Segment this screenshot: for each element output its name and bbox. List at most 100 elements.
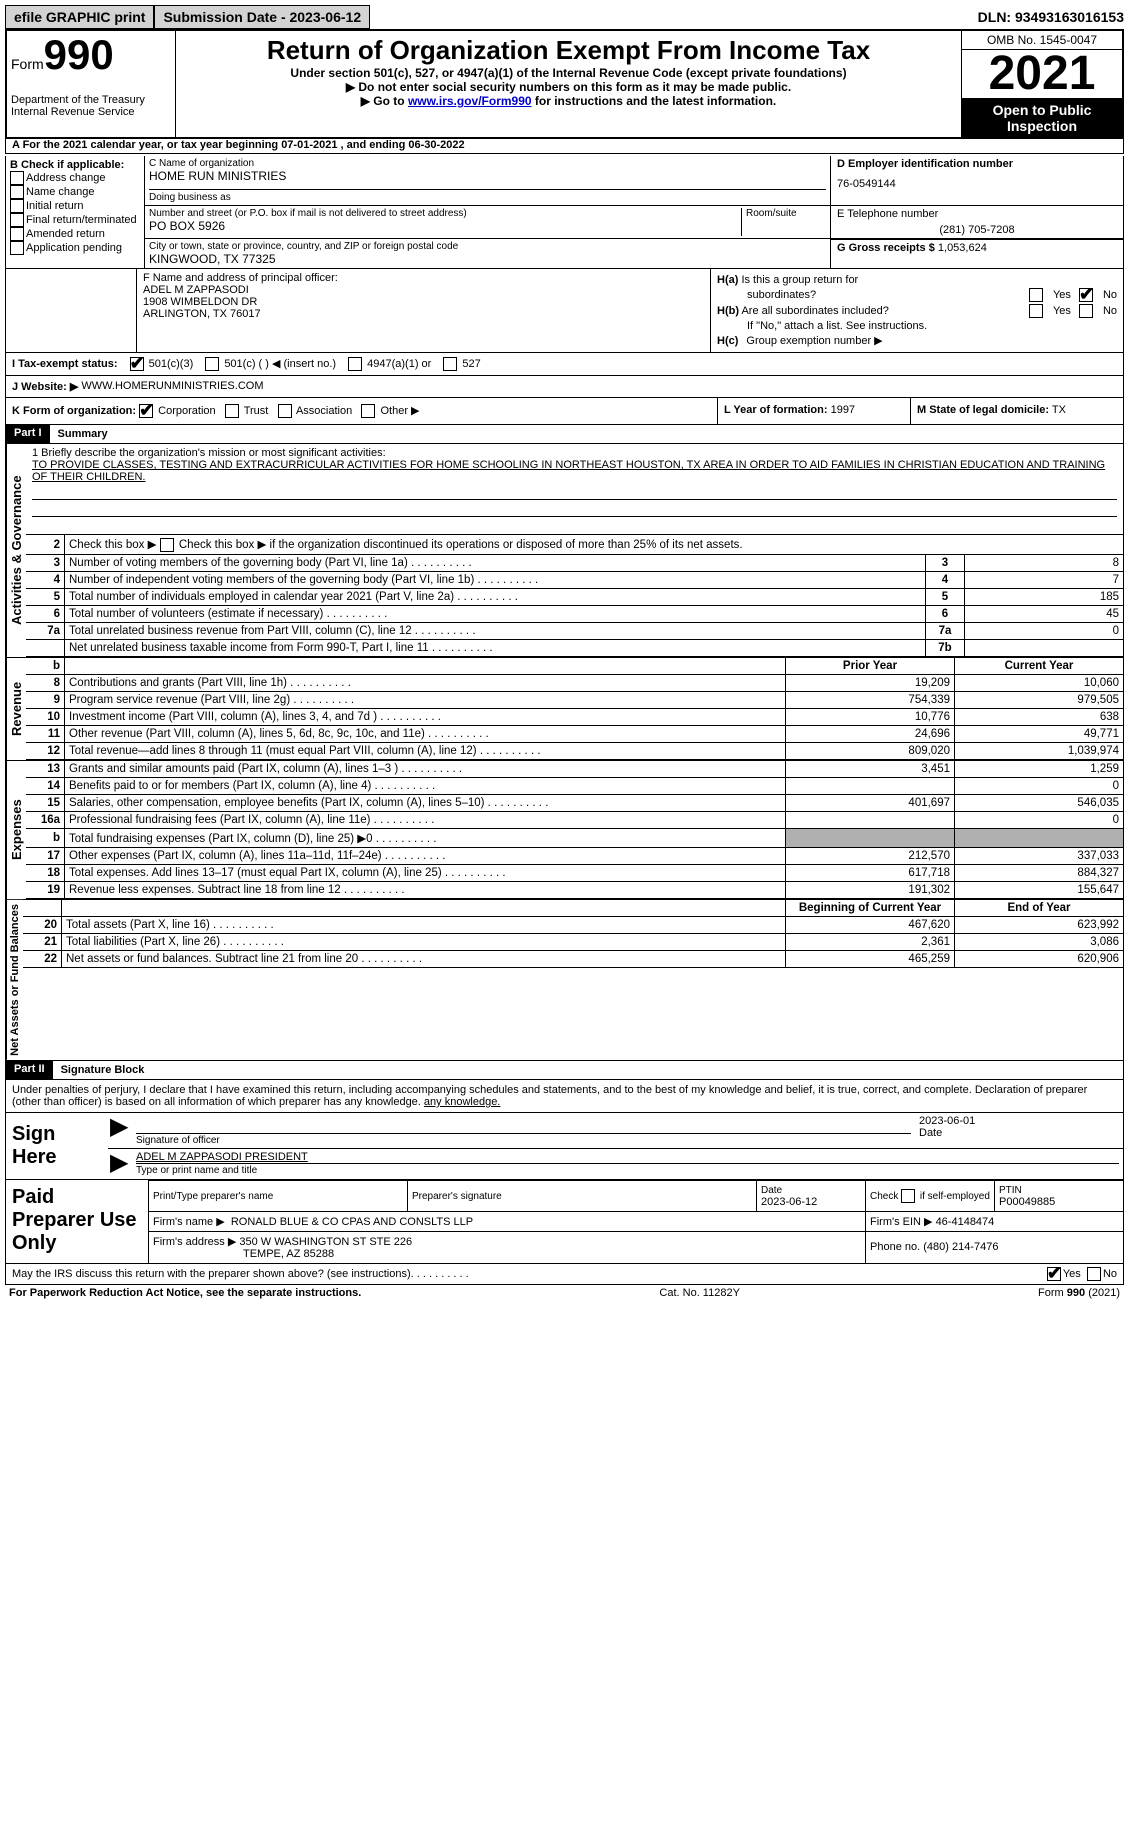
section-b-to-g: B Check if applicable: Address change Na… [5, 156, 1124, 269]
501c3-checkbox[interactable] [130, 357, 144, 371]
table-row: 13Grants and similar amounts paid (Part … [26, 761, 1123, 778]
trust-checkbox[interactable] [225, 404, 239, 418]
sign-here-block: Sign Here ▶ Signature of officer 2023-06… [5, 1113, 1124, 1180]
hdr-beg: Beginning of Current Year [786, 900, 955, 917]
officer-cell: F Name and address of principal officer:… [137, 269, 711, 352]
sign-here-label: Sign Here [6, 1113, 108, 1179]
vert-activities: Activities & Governance [6, 444, 26, 657]
org-name: HOME RUN MINISTRIES [149, 169, 826, 183]
h-block: H(a) Is this a group return for subordin… [711, 269, 1123, 352]
table-row: 15Salaries, other compensation, employee… [26, 795, 1123, 812]
discuss-text: May the IRS discuss this return with the… [12, 1268, 411, 1280]
officer-signature-field[interactable]: Signature of officer [132, 1113, 915, 1148]
officer-name: ADEL M ZAPPASODI [143, 284, 704, 296]
mission-cell: 1 Briefly describe the organization's mi… [26, 444, 1123, 535]
discuss-yes-checkbox[interactable] [1047, 1267, 1061, 1281]
arrow-icon: ▶ [108, 1113, 132, 1148]
assoc-checkbox[interactable] [278, 404, 292, 418]
officer-street: 1908 WIMBELDON DR [143, 296, 704, 308]
website-value: WWW.HOMERUNMINISTRIES.COM [81, 380, 263, 393]
gross-value: 1,053,624 [938, 242, 987, 254]
4947-checkbox[interactable] [348, 357, 362, 371]
table-row: 6Total number of volunteers (estimate if… [26, 606, 1123, 623]
department-label: Department of the Treasury Internal Reve… [11, 94, 171, 118]
mission-label: 1 Briefly describe the organization's mi… [32, 447, 1117, 459]
sig-date-field: 2023-06-01 Date [915, 1113, 1123, 1148]
check-final-return[interactable]: Final return/terminated [10, 213, 140, 227]
part2-header-row: Part II Signature Block [5, 1061, 1124, 1080]
form-prefix: Form [11, 56, 44, 72]
submission-date-button[interactable]: Submission Date - 2023-06-12 [154, 5, 370, 29]
vert-expenses: Expenses [6, 761, 26, 899]
declaration: Under penalties of perjury, I declare th… [5, 1080, 1124, 1113]
501c-checkbox[interactable] [205, 357, 219, 371]
table-row: 5Total number of individuals employed in… [26, 589, 1123, 606]
form-subtitle: Under section 501(c), 527, or 4947(a)(1)… [182, 66, 955, 80]
line-l: L Year of formation: 1997 [717, 398, 910, 424]
discuss-no-checkbox[interactable] [1087, 1267, 1101, 1281]
exp-table: 13Grants and similar amounts paid (Part … [26, 761, 1123, 899]
paid-preparer-block: Paid Preparer Use Only Print/Type prepar… [5, 1180, 1124, 1264]
part2-tag: Part II [6, 1061, 53, 1079]
table-row: 8Contributions and grants (Part VIII, li… [26, 675, 1123, 692]
hb-yes-checkbox[interactable] [1029, 304, 1043, 318]
footer-right: Form 990 (2021) [1038, 1287, 1120, 1299]
dba-label: Doing business as [149, 192, 826, 203]
hdr-end: End of Year [955, 900, 1124, 917]
check-amended-return[interactable]: Amended return [10, 227, 140, 241]
officer-name-field: ADEL M ZAPPASODI PRESIDENT Type or print… [132, 1149, 1123, 1178]
header-right: OMB No. 1545-0047 2021 Open to Public In… [961, 31, 1122, 137]
efile-button[interactable]: efile GRAPHIC print [5, 5, 154, 29]
header-mid: Return of Organization Exempt From Incom… [176, 31, 961, 137]
paid-table: Print/Type preparer's name Preparer's si… [148, 1180, 1123, 1263]
table-row: 22Net assets or fund balances. Subtract … [23, 951, 1123, 968]
header-left: Form990 Department of the Treasury Inter… [7, 31, 176, 137]
part2-title: Signature Block [53, 1061, 153, 1079]
vert-netassets: Net Assets or Fund Balances [6, 900, 23, 1060]
check-address-change[interactable]: Address change [10, 171, 140, 185]
line-i-label: I Tax-exempt status: [12, 358, 118, 370]
ha-no-checkbox[interactable] [1079, 288, 1093, 302]
check-initial-return[interactable]: Initial return [10, 199, 140, 213]
city-label: City or town, state or province, country… [149, 241, 826, 252]
column-b: B Check if applicable: Address change Na… [6, 156, 145, 268]
discuss-row: May the IRS discuss this return with the… [5, 1264, 1124, 1285]
phone-label: E Telephone number [837, 208, 1117, 220]
table-row: 19Revenue less expenses. Subtract line 1… [26, 882, 1123, 899]
col-b-label: B Check if applicable: [10, 159, 140, 171]
line-klm: K Form of organization: Corporation Trus… [5, 398, 1124, 425]
ein-value: 76-0549144 [837, 178, 1117, 190]
table-row: 12Total revenue—add lines 8 through 11 (… [26, 743, 1123, 760]
revenue-section: Revenue bPrior YearCurrent Year 8Contrib… [5, 658, 1124, 761]
irs-link[interactable]: www.irs.gov/Form990 [408, 94, 532, 108]
decl-text: Under penalties of perjury, I declare th… [12, 1084, 1087, 1108]
column-c-to-g: C Name of organization HOME RUN MINISTRI… [145, 156, 1123, 268]
city-cell: City or town, state or province, country… [145, 239, 830, 268]
tax-year: 2021 [962, 50, 1122, 99]
check-name-change[interactable]: Name change [10, 185, 140, 199]
org-name-cell: C Name of organization HOME RUN MINISTRI… [145, 156, 830, 205]
part1-body: Activities & Governance 1 Briefly descri… [5, 444, 1124, 658]
footer: For Paperwork Reduction Act Notice, see … [5, 1285, 1124, 1301]
expenses-section: Expenses 13Grants and similar amounts pa… [5, 761, 1124, 900]
hb-no-checkbox[interactable] [1079, 304, 1093, 318]
table-row: 3Number of voting members of the governi… [26, 555, 1123, 572]
corp-checkbox[interactable] [139, 404, 153, 418]
rev-table: bPrior YearCurrent Year 8Contributions a… [26, 658, 1123, 760]
table-row: bTotal fundraising expenses (Part IX, co… [26, 829, 1123, 848]
line2-checkbox[interactable] [160, 538, 174, 552]
city-value: KINGWOOD, TX 77325 [149, 252, 826, 266]
addr-value: PO BOX 5926 [149, 219, 741, 233]
phone-cell: E Telephone number (281) 705-7208 [830, 206, 1123, 238]
table-row: 7aTotal unrelated business revenue from … [26, 623, 1123, 640]
ein-cell: D Employer identification number 76-0549… [830, 156, 1123, 205]
527-checkbox[interactable] [443, 357, 457, 371]
other-checkbox[interactable] [361, 404, 375, 418]
ha-yes-checkbox[interactable] [1029, 288, 1043, 302]
phone-value: (281) 705-7208 [837, 224, 1117, 236]
org-name-label: C Name of organization [149, 158, 826, 169]
check-application-pending[interactable]: Application pending [10, 241, 140, 255]
self-employed-checkbox[interactable] [901, 1189, 915, 1203]
line-a: A For the 2021 calendar year, or tax yea… [5, 137, 1124, 154]
table-row: 17Other expenses (Part IX, column (A), l… [26, 848, 1123, 865]
